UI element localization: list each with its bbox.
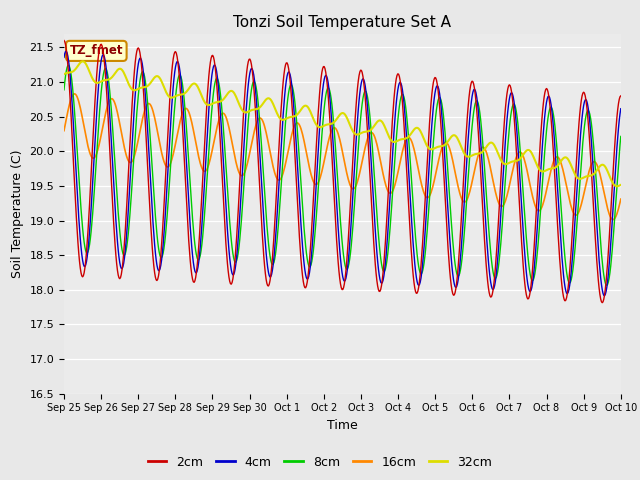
Y-axis label: Soil Temperature (C): Soil Temperature (C)	[11, 149, 24, 278]
X-axis label: Time: Time	[327, 419, 358, 432]
Title: Tonzi Soil Temperature Set A: Tonzi Soil Temperature Set A	[234, 15, 451, 30]
Legend: 2cm, 4cm, 8cm, 16cm, 32cm: 2cm, 4cm, 8cm, 16cm, 32cm	[143, 451, 497, 474]
Text: TZ_fmet: TZ_fmet	[70, 44, 123, 58]
